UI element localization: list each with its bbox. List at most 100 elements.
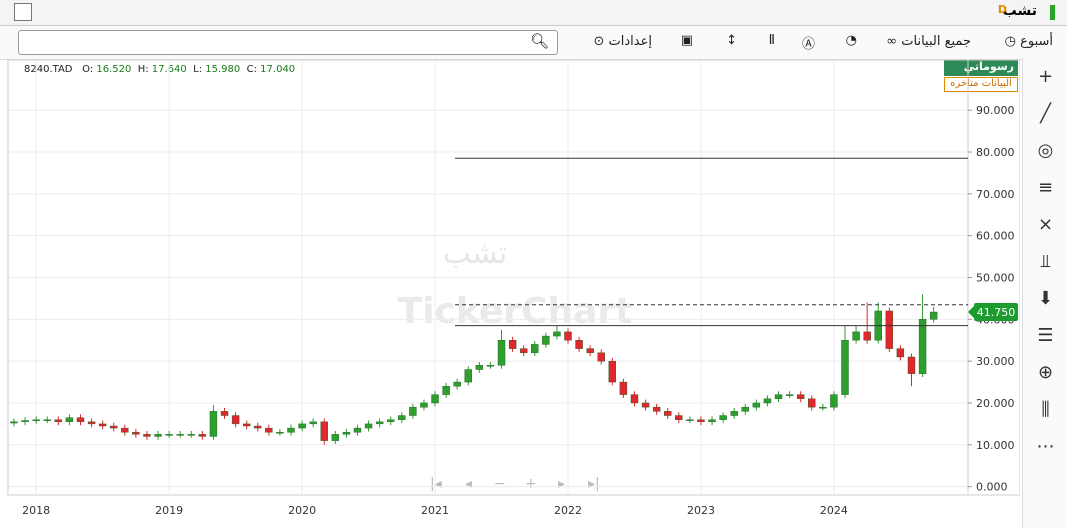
candle-body	[431, 394, 439, 404]
candle-body	[231, 415, 240, 425]
fork-tool[interactable]: ⫫	[1040, 251, 1051, 272]
candle-body	[387, 419, 395, 423]
scroll-left[interactable]: ◂	[465, 476, 472, 492]
l-label: L:	[193, 64, 203, 75]
period-button[interactable]: ◷ أسبوع	[1004, 34, 1053, 49]
y-tick-label: 60.000	[976, 230, 1015, 243]
fib-tool[interactable]: ≡	[1037, 177, 1054, 198]
candle-body	[364, 423, 373, 429]
candle-body	[664, 411, 672, 416]
y-tick-label: 30.000	[976, 355, 1015, 368]
candle-body	[154, 434, 162, 437]
symbol: 8240.TAD	[24, 64, 73, 75]
drawings-menu[interactable]: رسوماتي	[944, 60, 1018, 76]
scroll-right[interactable]: ▸	[558, 476, 565, 492]
candle-body	[796, 394, 805, 399]
candle-body	[508, 340, 517, 349]
candle-body	[719, 415, 727, 420]
candle-body	[43, 419, 51, 421]
candle-body	[87, 421, 96, 425]
y-tick-label: 90.000	[976, 104, 1015, 117]
candle-body	[353, 427, 362, 433]
zoom-out[interactable]: −	[494, 476, 506, 492]
delay-status: البيانات متأخره	[944, 77, 1018, 92]
pattern-tool[interactable]: ⨯	[1037, 214, 1054, 235]
candle-body	[575, 340, 583, 349]
chart: تشب TickerChart |◂ ◂ − + ▸ ▸| 0.00010.00020.0…	[7, 59, 1020, 517]
compare-icon[interactable]: ↕	[726, 33, 737, 48]
candle-body	[198, 434, 207, 437]
x-tick-label: 2019	[155, 504, 183, 517]
o-label: O:	[82, 64, 94, 75]
candle-body	[708, 419, 716, 423]
candle-body	[486, 365, 495, 367]
candle-body	[497, 340, 506, 366]
y-tick-label: 0.000	[976, 481, 1008, 494]
volume-tool[interactable]: ⫼	[1041, 399, 1050, 420]
candle-body	[918, 319, 927, 374]
scroll-start[interactable]: |◂	[430, 476, 442, 492]
settings-button[interactable]: ⊙ إعدادات	[593, 34, 652, 49]
chart-type-icon[interactable]: Ⅱ	[768, 33, 775, 48]
candle-body	[420, 402, 428, 408]
candle-body	[442, 386, 450, 395]
search-icon[interactable]: 🔍︎	[530, 32, 550, 50]
circle-tool[interactable]: ◎	[1037, 140, 1054, 161]
candle-body	[220, 411, 229, 416]
candle-body	[121, 427, 129, 433]
o-value: 16.520	[96, 64, 132, 75]
candle-body	[276, 432, 284, 434]
candle-body	[32, 419, 40, 421]
zoom-in[interactable]: +	[525, 476, 537, 492]
last-price-pointer	[968, 306, 974, 319]
y-tick-label: 70.000	[976, 188, 1015, 201]
candle-body	[785, 394, 794, 396]
last-price-box	[974, 303, 1018, 322]
delay-text: البيانات متأخره	[950, 78, 1012, 89]
candle-body	[409, 406, 417, 416]
line-tool[interactable]: ╱	[1040, 103, 1051, 124]
candle-body	[132, 432, 140, 435]
window-icon[interactable]	[14, 3, 32, 21]
candle-body	[697, 419, 705, 423]
scroll-end[interactable]: ▸|	[588, 476, 600, 492]
candle-body	[254, 425, 262, 429]
candle-body	[608, 360, 617, 383]
c-value: 17.040	[260, 64, 296, 75]
y-tick-label: 10.000	[976, 439, 1015, 452]
indicator-icon[interactable]: ◔	[845, 33, 857, 48]
candle-body	[763, 398, 772, 404]
search-box[interactable]	[18, 30, 558, 55]
l-value: 15.980	[205, 64, 241, 75]
more-tool[interactable]: ⋯	[1036, 436, 1055, 457]
list-tool[interactable]: ☰	[1037, 325, 1054, 346]
title-bar: تشب D	[0, 0, 1067, 26]
x-tick-label: 2022	[554, 504, 582, 517]
candle-body	[110, 425, 118, 429]
zoom-tool[interactable]: ⊕	[1037, 362, 1054, 383]
y-tick-label: 20.000	[976, 397, 1015, 410]
candle-body	[187, 434, 195, 436]
range-button[interactable]: ∞ جميع البيانات	[886, 34, 971, 49]
x-tick-label: 2021	[421, 504, 449, 517]
candle-body	[98, 423, 107, 427]
candle-body	[375, 421, 384, 425]
candle-body	[863, 331, 871, 341]
candle-body	[641, 402, 650, 408]
candle-body	[630, 394, 639, 404]
candle-body	[542, 335, 550, 345]
candle-body	[475, 365, 484, 370]
candle-body	[143, 434, 151, 437]
h-label: H:	[137, 64, 149, 75]
c-label: C:	[246, 64, 257, 75]
candle-body	[165, 434, 173, 436]
candle-body	[298, 423, 306, 429]
candle-body	[564, 331, 572, 341]
camera-icon[interactable]: ▣	[680, 33, 693, 48]
crosshair-tool[interactable]: +	[1037, 66, 1054, 87]
arrow-tool[interactable]: ⬇	[1037, 288, 1054, 309]
window-title: تشب	[1002, 3, 1037, 19]
candle-body	[675, 415, 683, 420]
candle-body	[686, 419, 694, 421]
alert-icon[interactable]: Ⓐ	[801, 37, 815, 52]
